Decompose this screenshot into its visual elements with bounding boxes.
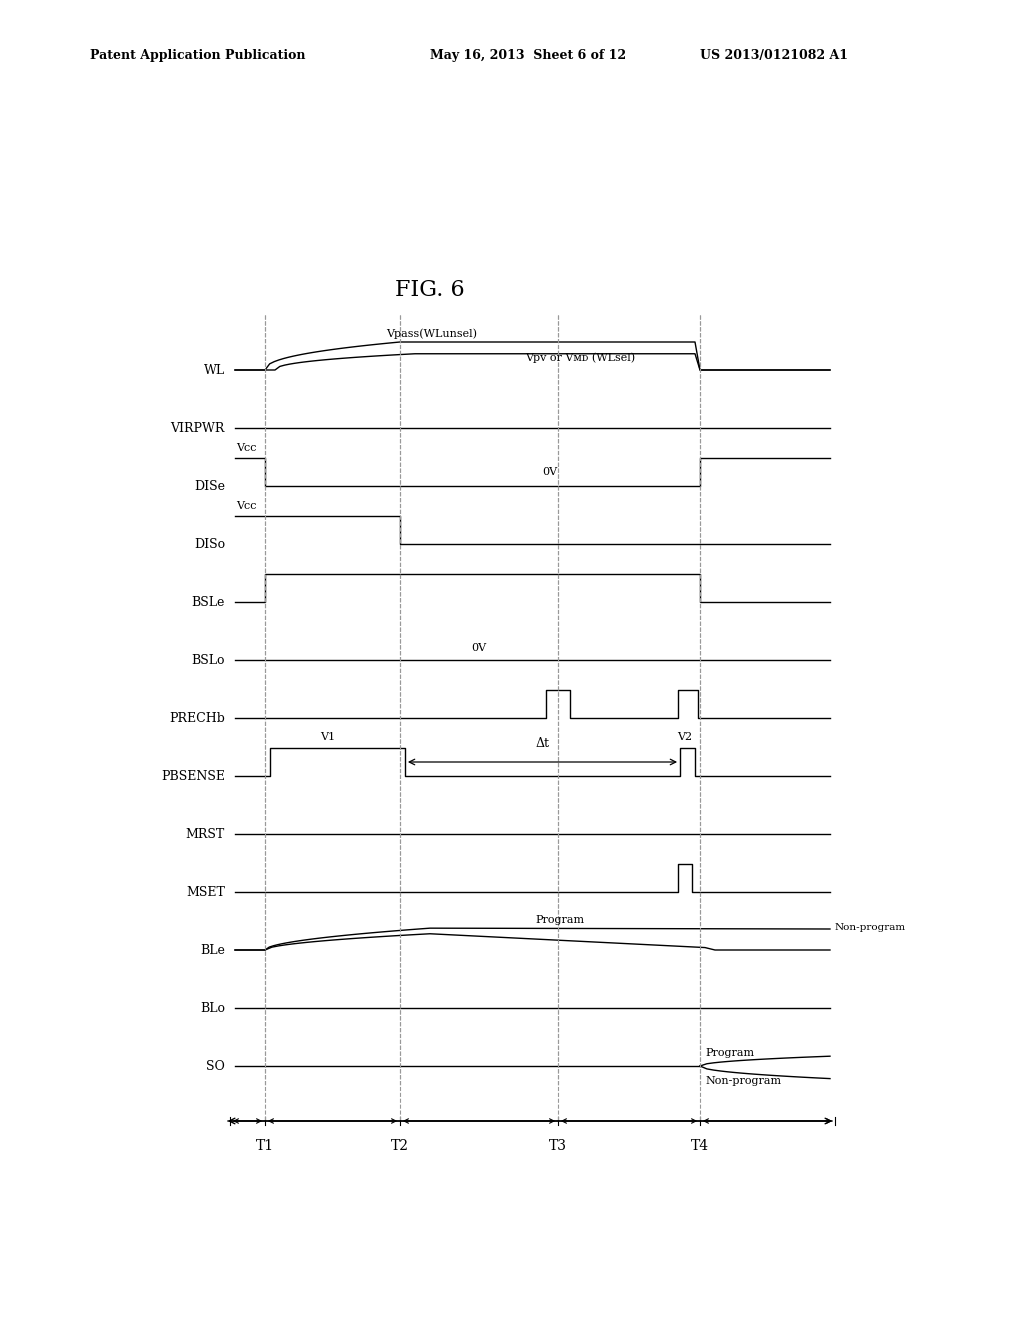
Text: T1: T1 bbox=[256, 1139, 274, 1152]
Text: VIRPWR: VIRPWR bbox=[171, 421, 225, 434]
Text: DISo: DISo bbox=[194, 537, 225, 550]
Text: FIG. 6: FIG. 6 bbox=[395, 279, 465, 301]
Text: WL: WL bbox=[204, 363, 225, 376]
Text: Vpv or Vᴍᴅ (WLsel): Vpv or Vᴍᴅ (WLsel) bbox=[525, 352, 635, 363]
Text: PBSENSE: PBSENSE bbox=[161, 770, 225, 783]
Text: Δt: Δt bbox=[536, 737, 550, 750]
Text: Non-program: Non-program bbox=[835, 923, 906, 932]
Text: Vcc: Vcc bbox=[237, 502, 257, 511]
Text: T2: T2 bbox=[391, 1139, 409, 1152]
Text: MRST: MRST bbox=[185, 828, 225, 841]
Text: Patent Application Publication: Patent Application Publication bbox=[90, 49, 305, 62]
Text: Vcc: Vcc bbox=[237, 444, 257, 453]
Text: DISe: DISe bbox=[194, 479, 225, 492]
Text: Program: Program bbox=[536, 915, 585, 925]
Text: May 16, 2013  Sheet 6 of 12: May 16, 2013 Sheet 6 of 12 bbox=[430, 49, 626, 62]
Text: BSLo: BSLo bbox=[191, 653, 225, 667]
Text: Vpass(WLunsel): Vpass(WLunsel) bbox=[386, 329, 477, 339]
Text: BSLe: BSLe bbox=[191, 595, 225, 609]
Text: MSET: MSET bbox=[186, 886, 225, 899]
Text: BLo: BLo bbox=[200, 1002, 225, 1015]
Text: 0V: 0V bbox=[543, 467, 557, 477]
Text: BLe: BLe bbox=[200, 944, 225, 957]
Text: PRECHb: PRECHb bbox=[169, 711, 225, 725]
Text: T3: T3 bbox=[549, 1139, 567, 1152]
Text: Non-program: Non-program bbox=[705, 1076, 781, 1086]
Text: 0V: 0V bbox=[471, 643, 486, 653]
Text: SO: SO bbox=[206, 1060, 225, 1072]
Text: Program: Program bbox=[705, 1048, 754, 1059]
Text: T4: T4 bbox=[691, 1139, 709, 1152]
Text: V1: V1 bbox=[319, 733, 335, 742]
Text: US 2013/0121082 A1: US 2013/0121082 A1 bbox=[700, 49, 848, 62]
Text: V2: V2 bbox=[678, 733, 692, 742]
